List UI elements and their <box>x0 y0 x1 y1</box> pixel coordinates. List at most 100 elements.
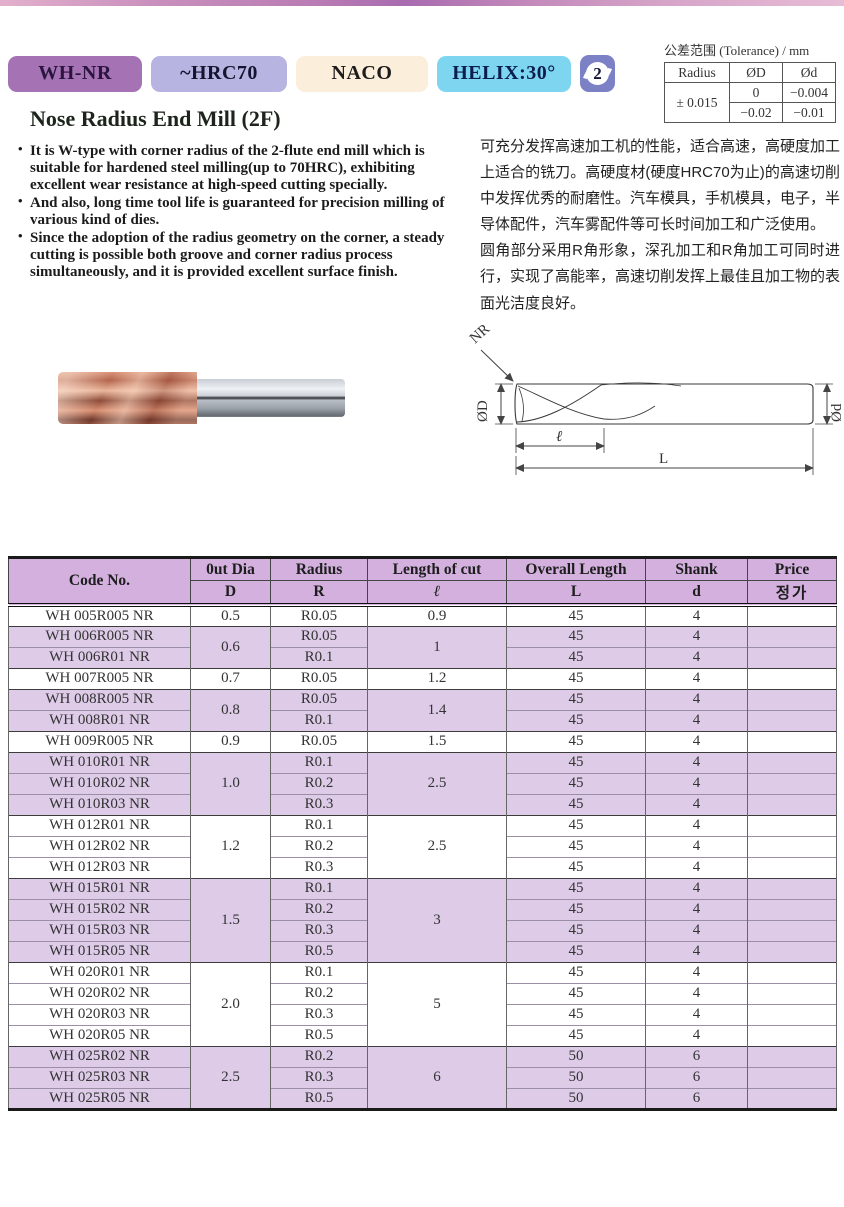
cut-cell: 1 <box>367 625 507 668</box>
product-photo-flute <box>58 372 197 424</box>
cut-cell: 2.5 <box>367 814 507 878</box>
shank-cell: 4 <box>645 730 748 752</box>
price-cell <box>747 835 837 857</box>
radius-cell: R0.3 <box>270 1066 368 1088</box>
overall-length-cell: 45 <box>506 688 646 710</box>
page-title: Nose Radius End Mill (2F) <box>30 106 281 131</box>
table-row: WH 005R005 NR 0.5 R0.05 0.9 45 4 <box>8 604 837 626</box>
feature-item: It is W-type with corner radius of the 2… <box>16 142 468 194</box>
radius-cell: R0.3 <box>270 1003 368 1025</box>
overall-length-cell: 45 <box>506 919 646 941</box>
radius-cell: R0.1 <box>270 751 368 773</box>
code-cell: WH 015R01 NR <box>8 877 191 899</box>
dia-cell: 1.5 <box>190 877 271 962</box>
rotation-icon <box>583 62 612 85</box>
tolerance-d-upper: −0.004 <box>781 82 837 103</box>
col-subheader-r: R <box>270 580 368 605</box>
table-row: WH 006R005 NR 0.6 R0.05 1 45 4 <box>8 625 837 668</box>
label-cut-diameter: ØD <box>475 400 491 422</box>
price-cell <box>747 667 837 689</box>
label-overall-length: L <box>659 451 668 467</box>
coating-badge-label: NACO <box>331 62 393 84</box>
price-cell <box>747 1087 837 1109</box>
shank-cell: 4 <box>645 625 748 647</box>
radius-cell: R0.2 <box>270 835 368 857</box>
overall-length-cell: 45 <box>506 982 646 1004</box>
table-row: WH 012R03 NR R0.3 45 4 <box>8 856 837 878</box>
code-cell: WH 012R02 NR <box>8 835 191 857</box>
overall-length-cell: 45 <box>506 709 646 731</box>
overall-length-cell: 45 <box>506 877 646 899</box>
flute-count-icon: 2 <box>580 55 615 92</box>
price-cell <box>747 604 837 626</box>
product-badges: WH-NR ~HRC70 NACO HELIX:30° 2 <box>8 55 615 92</box>
spec-table-header: Code No. 0ut Dia Radius Length of cut Ov… <box>8 557 837 605</box>
table-row: WH 025R02 NR 2.5 R0.2 6 50 6 <box>8 1045 837 1109</box>
table-row: WH 020R01 NR 2.0 R0.1 5 45 4 <box>8 961 837 1046</box>
tolerance-radius-value: ± 0.015 <box>664 82 730 123</box>
col-subheader-d: D <box>190 580 271 605</box>
chinese-paragraph: 圆角部分采用R角形象，深孔加工和R角加工可同时进行，实现了高能率，高速切削发挥上… <box>480 242 841 312</box>
tolerance-col-d: Ød <box>781 62 837 83</box>
code-cell: WH 009R005 NR <box>8 730 191 752</box>
radius-cell: R0.05 <box>270 625 368 647</box>
table-row: WH 020R03 NR R0.3 45 4 <box>8 1003 837 1025</box>
dia-cell: 0.7 <box>190 667 271 689</box>
table-row: WH 012R02 NR R0.2 45 4 <box>8 835 837 857</box>
shank-cell: 4 <box>645 1024 748 1046</box>
table-row: WH 010R01 NR 1.0 R0.1 2.5 45 4 <box>8 751 837 815</box>
table-row: WH 007R005 NR 0.7 R0.05 1.2 45 4 <box>8 667 837 689</box>
series-badge-label: WH-NR <box>38 62 112 84</box>
cut-cell: 3 <box>367 877 507 962</box>
dia-cell: 0.9 <box>190 730 271 752</box>
price-cell <box>747 772 837 794</box>
table-row: WH 015R01 NR 1.5 R0.1 3 45 4 <box>8 877 837 962</box>
shank-cell: 4 <box>645 898 748 920</box>
shank-cell: 4 <box>645 835 748 857</box>
spec-table: Code No. 0ut Dia Radius Length of cut Ov… <box>8 556 837 1111</box>
cut-cell: 5 <box>367 961 507 1046</box>
overall-length-cell: 45 <box>506 667 646 689</box>
col-header-lengthcut: Length of cut <box>367 557 507 581</box>
col-header-code: Code No. <box>8 557 191 605</box>
table-row: WH 020R02 NR R0.2 45 4 <box>8 982 837 1004</box>
cut-cell: 1.5 <box>367 730 507 752</box>
radius-cell: R0.1 <box>270 814 368 836</box>
dia-cell: 0.8 <box>190 688 271 731</box>
dia-cell: 1.0 <box>190 751 271 815</box>
shank-cell: 6 <box>645 1087 748 1109</box>
tolerance-od-lower: −0.02 <box>728 102 783 123</box>
code-cell: WH 015R05 NR <box>8 940 191 962</box>
shank-cell: 4 <box>645 961 748 983</box>
col-subheader-overall: L <box>506 580 646 605</box>
shank-cell: 4 <box>645 940 748 962</box>
label-shank-diameter: Ød <box>829 403 841 422</box>
code-cell: WH 020R05 NR <box>8 1024 191 1046</box>
col-header-price: Price <box>747 557 837 581</box>
table-row: WH 009R005 NR 0.9 R0.05 1.5 45 4 <box>8 730 837 752</box>
radius-cell: R0.2 <box>270 982 368 1004</box>
overall-length-cell: 45 <box>506 814 646 836</box>
table-row: WH 015R03 NR R0.3 45 4 <box>8 919 837 941</box>
radius-cell: R0.1 <box>270 961 368 983</box>
shank-cell: 4 <box>645 919 748 941</box>
table-row: WH 025R03 NR R0.3 50 6 <box>8 1066 837 1088</box>
tolerance-d-lower: −0.01 <box>781 102 837 123</box>
shank-cell: 4 <box>645 814 748 836</box>
radius-cell: R0.1 <box>270 709 368 731</box>
table-row: WH 010R02 NR R0.2 45 4 <box>8 772 837 794</box>
price-cell <box>747 751 837 773</box>
price-cell <box>747 898 837 920</box>
code-cell: WH 010R02 NR <box>8 772 191 794</box>
col-subheader-price: 정가 <box>747 580 837 605</box>
code-cell: WH 007R005 NR <box>8 667 191 689</box>
flute-count-label: 2 <box>593 63 602 83</box>
dia-cell: 1.2 <box>190 814 271 878</box>
price-cell <box>747 730 837 752</box>
feature-item: Since the adoption of the radius geometr… <box>16 229 468 281</box>
code-cell: WH 006R01 NR <box>8 646 191 668</box>
helix-badge-label: HELIX:30° <box>452 62 556 84</box>
table-row: WH 006R01 NR R0.1 45 4 <box>8 646 837 668</box>
overall-length-cell: 45 <box>506 1003 646 1025</box>
code-cell: WH 012R01 NR <box>8 814 191 836</box>
